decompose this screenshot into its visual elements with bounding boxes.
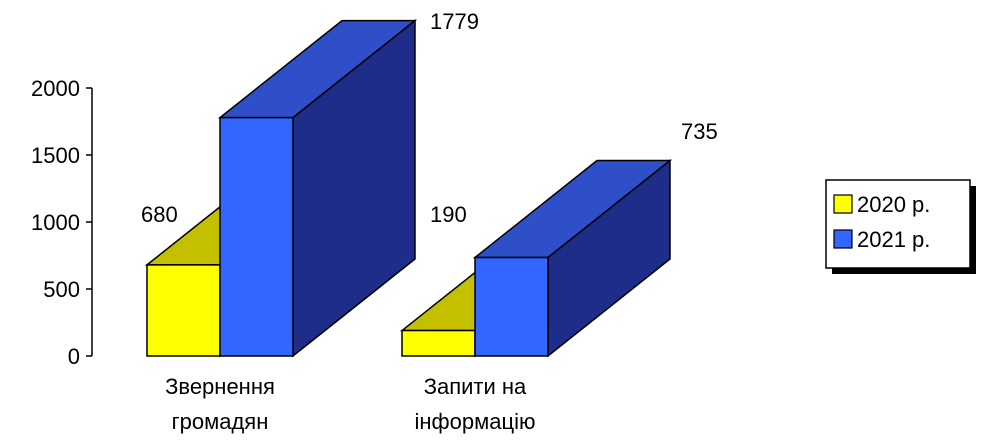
bar-front bbox=[146, 264, 221, 357]
data-label: 680 bbox=[141, 202, 178, 227]
y-tick-label: 1000 bbox=[31, 210, 80, 235]
legend: 2020 р. 2021 р. bbox=[825, 179, 976, 274]
y-tick-label: 2000 bbox=[31, 76, 80, 101]
y-tick-label: 1500 bbox=[31, 143, 80, 168]
legend-swatch bbox=[833, 229, 853, 249]
category-labels: Звернення громадян Запити на інформацію bbox=[165, 374, 535, 434]
bar-front bbox=[219, 116, 294, 357]
y-axis: 0 500 1000 1500 2000 bbox=[31, 76, 93, 369]
bar-front bbox=[474, 256, 549, 357]
bar-1-0 bbox=[217, 19, 418, 358]
legend-swatch bbox=[833, 194, 853, 214]
category-label: Запити на bbox=[424, 374, 527, 399]
bars bbox=[144, 19, 673, 358]
data-label: 735 bbox=[681, 119, 718, 144]
bar-1-1 bbox=[472, 158, 673, 358]
data-labels: 680 1779 190 735 bbox=[141, 9, 718, 227]
category-label: громадян bbox=[172, 409, 269, 434]
legend-label: 2020 р. bbox=[857, 192, 930, 217]
category-label: Звернення bbox=[165, 374, 275, 399]
category-label: інформацію bbox=[415, 409, 536, 434]
y-tick-label: 0 bbox=[68, 344, 80, 369]
legend-label: 2021 р. bbox=[857, 227, 930, 252]
data-label: 1779 bbox=[430, 9, 479, 34]
data-label: 190 bbox=[430, 202, 467, 227]
y-tick-label: 500 bbox=[43, 277, 80, 302]
bar-front bbox=[401, 329, 476, 357]
